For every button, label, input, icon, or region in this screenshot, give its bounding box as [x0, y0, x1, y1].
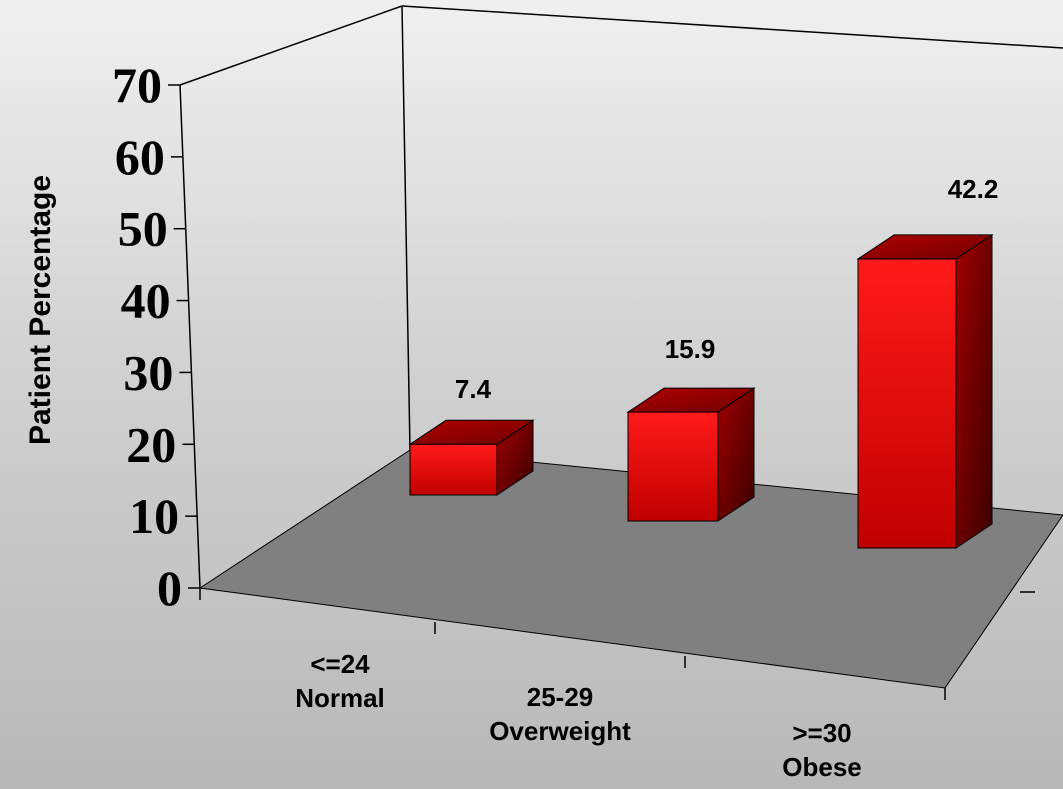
y-axis-label: Patient Percentage	[24, 175, 57, 445]
bar-front	[409, 443, 498, 496]
data-label: 15.9	[665, 334, 716, 364]
data-labels-group: 7.4 15.9 42.2	[455, 174, 998, 404]
y-tick-label: 50	[118, 201, 168, 257]
y-axis-ticks: 0 10 20 30 40 50 60 70	[112, 57, 200, 616]
y-tick-label: 60	[115, 129, 165, 185]
bar-front	[627, 411, 719, 522]
bar	[626, 387, 756, 522]
y-axis-line	[179, 84, 201, 589]
data-label: 42.2	[948, 174, 999, 204]
y-tick-label: 40	[121, 273, 171, 329]
data-label: 7.4	[455, 374, 492, 404]
y-tick-label: 30	[123, 344, 173, 400]
y-tick-label: 10	[129, 488, 179, 544]
floor-plane	[198, 449, 1063, 689]
bar	[856, 233, 994, 549]
x-tick-label: 25-29 Overweight	[489, 682, 631, 746]
x-tick-label: >=30 Obese	[782, 718, 862, 782]
y-tick-label: 20	[126, 416, 176, 472]
bar-side	[955, 233, 993, 549]
y-tick-label: 0	[157, 560, 182, 616]
back-top-edge	[401, 5, 1063, 49]
left-top-edge	[179, 5, 403, 86]
back-left-edge	[401, 5, 411, 451]
bar-front	[857, 258, 957, 549]
x-axis-ticks: <=24 Normal 25-29 Overweight >=30 Obese	[199, 588, 946, 782]
y-tick-label: 70	[112, 57, 162, 113]
bars-group	[408, 233, 994, 549]
x-tick-label: <=24 Normal	[295, 649, 385, 713]
bar	[408, 419, 535, 496]
